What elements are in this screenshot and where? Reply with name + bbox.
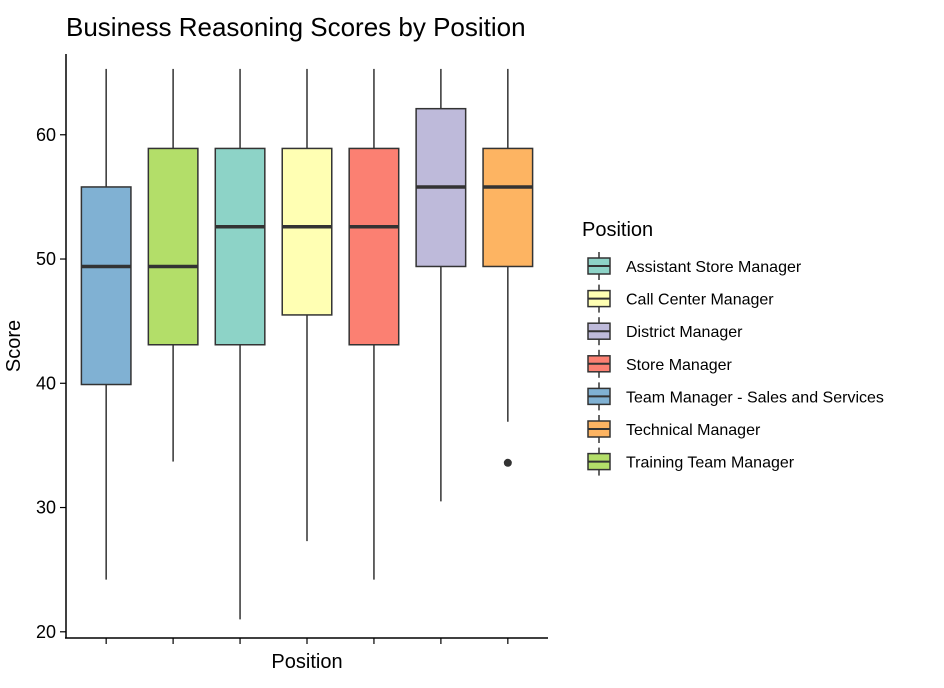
box-iqr [482, 147, 534, 268]
x-axis-title: Position [271, 651, 342, 673]
y-axis-ticks: 20 30 40 50 60 [36, 125, 66, 642]
box-store-manager [348, 68, 400, 580]
legend-title: Position [582, 219, 653, 241]
y-tick-label: 30 [36, 498, 56, 518]
legend-item: Technical Manager [587, 415, 761, 443]
y-axis-title: Score [3, 320, 25, 372]
legend-item: Team Manager - Sales and Services [587, 382, 884, 411]
box-iqr [80, 186, 132, 386]
x-axis-ticks [105, 638, 509, 644]
legend-item: Store Manager [587, 349, 733, 378]
legend-label: Assistant Store Manager [626, 259, 802, 276]
legend-label: Store Manager [626, 357, 733, 374]
outlier-point [503, 458, 512, 467]
legend-item: District Manager [587, 317, 743, 346]
box-district-manager [415, 68, 467, 502]
y-tick-label: 60 [36, 125, 56, 145]
box-iqr [281, 147, 333, 316]
y-tick-label: 20 [36, 622, 56, 642]
legend-label: Training Team Manager [626, 455, 795, 472]
legend-label: District Manager [626, 324, 743, 341]
plot-area [80, 68, 534, 620]
legend-item: Training Team Manager [587, 447, 795, 476]
box-iqr [147, 147, 199, 346]
box-team-manager-sales-and-services [80, 68, 132, 580]
legend-item: Assistant Store Manager [587, 252, 802, 280]
legend-label: Technical Manager [626, 422, 761, 439]
box-call-center-manager [281, 68, 333, 542]
chart-title: Business Reasoning Scores by Position [66, 12, 526, 42]
legend-label: Team Manager - Sales and Services [626, 389, 884, 406]
box-iqr [348, 147, 400, 346]
legend-item: Call Center Manager [587, 284, 774, 313]
legend: Position Assistant Store Manager Call Cen… [582, 219, 884, 476]
box-iqr [214, 147, 266, 346]
y-tick-label: 40 [36, 373, 56, 393]
box-assistant-store-manager [214, 68, 266, 620]
box-training-team-manager [147, 68, 199, 462]
legend-label: Call Center Manager [626, 292, 774, 309]
box-technical-manager [482, 68, 534, 467]
y-tick-label: 50 [36, 249, 56, 269]
